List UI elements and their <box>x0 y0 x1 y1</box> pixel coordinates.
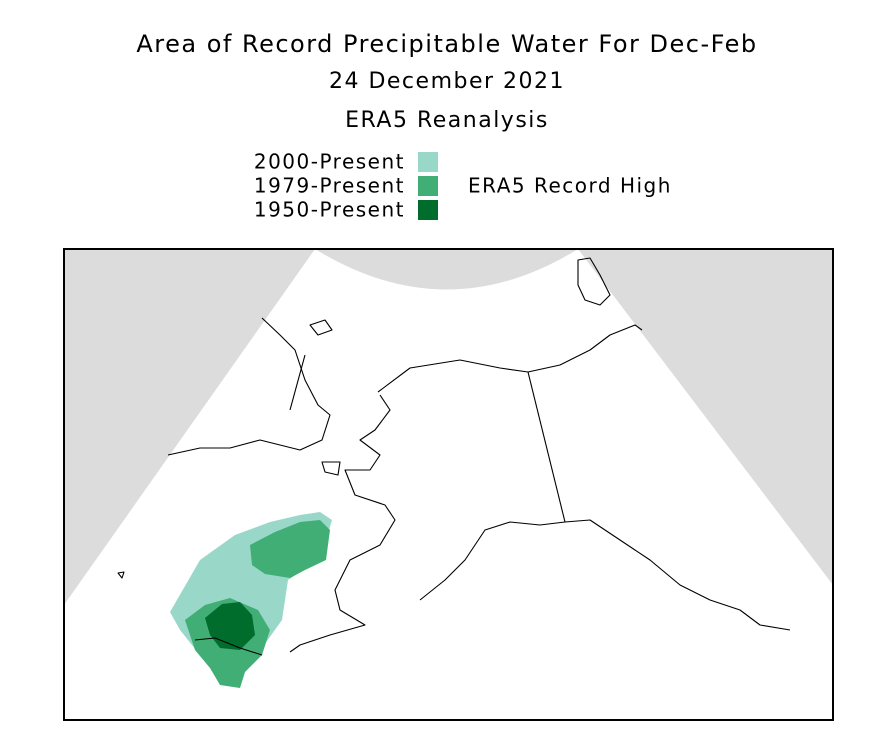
legend-swatch <box>418 176 438 196</box>
legend-swatch <box>418 152 438 172</box>
source: ERA5 Reanalysis <box>345 108 549 133</box>
coastlines <box>117 257 791 656</box>
date: 24 December 2021 <box>329 69 565 94</box>
map <box>63 248 834 721</box>
title: Area of Record Precipitable Water For De… <box>136 30 757 58</box>
region-1950 <box>205 602 255 650</box>
region-1979 <box>250 520 330 578</box>
legend-label: 2000-Present <box>254 150 405 174</box>
legend: 2000-Present 1979-Present 1950-Present E… <box>254 150 672 222</box>
legend-title: ERA5 Record High <box>468 174 672 198</box>
legend-label: 1950-Present <box>254 198 405 222</box>
legend-label: 1979-Present <box>254 174 405 198</box>
legend-swatch <box>418 200 438 220</box>
map-frame <box>63 248 834 721</box>
